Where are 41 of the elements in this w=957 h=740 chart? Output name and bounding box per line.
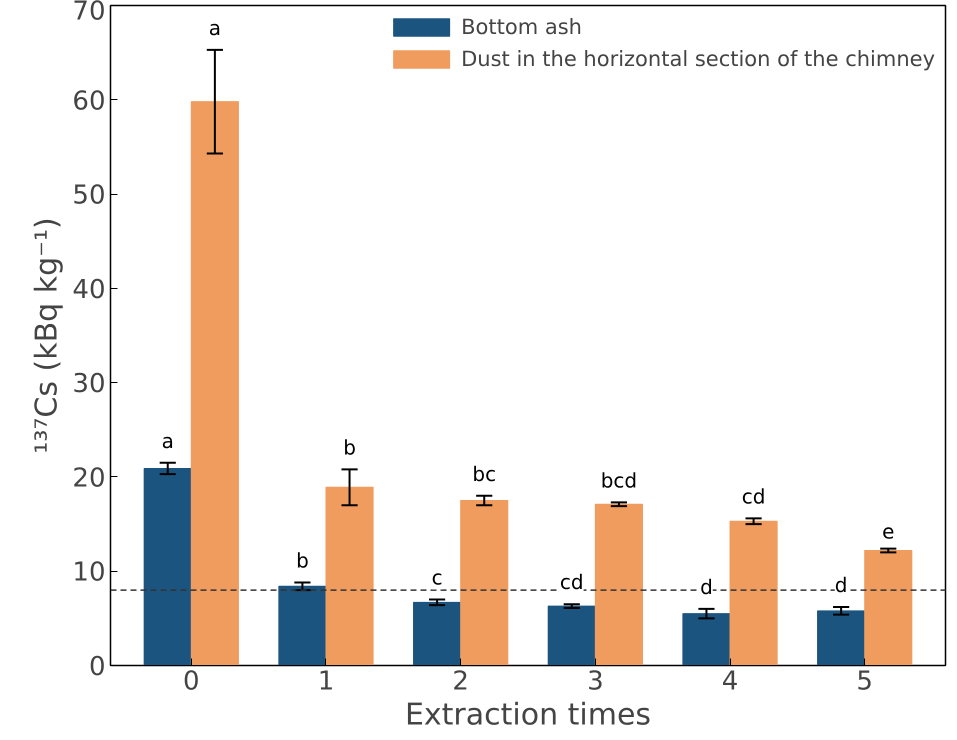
y-tick-label: 20 bbox=[72, 463, 106, 494]
x-tick-label: 3 bbox=[587, 666, 604, 696]
bar bbox=[594, 504, 643, 666]
y-tick-label: 70 bbox=[72, 0, 106, 26]
data-label: bcd bbox=[600, 468, 638, 492]
data-label: b bbox=[296, 548, 309, 573]
y-tick-label: 10 bbox=[72, 558, 106, 588]
data-label: d bbox=[834, 573, 848, 598]
data-label: c bbox=[432, 566, 443, 590]
data-label: e bbox=[882, 520, 894, 544]
x-axis-title: Extraction times bbox=[404, 698, 652, 732]
bar bbox=[817, 610, 866, 666]
x-tick-label: 1 bbox=[318, 666, 334, 696]
bar bbox=[413, 602, 462, 666]
data-label: cd bbox=[742, 484, 766, 508]
x-tick-label: 0 bbox=[183, 666, 200, 696]
legend-label: Bottom ash bbox=[461, 15, 582, 39]
y-tick-label: 50 bbox=[72, 180, 106, 211]
bar bbox=[325, 486, 374, 666]
bar bbox=[682, 613, 731, 666]
y-tick-label: 60 bbox=[72, 86, 106, 116]
bar bbox=[864, 550, 912, 666]
bar bbox=[548, 606, 596, 666]
y-axis-title: ¹³⁷Cs (kBq kg⁻¹) bbox=[29, 217, 64, 454]
bar bbox=[730, 520, 778, 666]
data-label: d bbox=[700, 574, 713, 599]
x-tick-label: 5 bbox=[856, 666, 873, 696]
bar bbox=[144, 468, 192, 666]
x-tick-label: 2 bbox=[452, 666, 469, 696]
legend-label: Dust in the horizontal section of the chimney bbox=[461, 47, 935, 71]
data-label: a bbox=[162, 428, 174, 453]
data-label: b bbox=[343, 435, 356, 460]
bar bbox=[190, 101, 239, 666]
y-tick-label: 40 bbox=[72, 274, 106, 305]
data-label: bc bbox=[472, 462, 496, 486]
y-tick-label: 30 bbox=[72, 369, 106, 400]
data-label: cd bbox=[560, 570, 584, 594]
x-tick-label: 4 bbox=[722, 666, 738, 696]
data-label: a bbox=[208, 16, 222, 40]
bar bbox=[278, 586, 326, 666]
bar bbox=[460, 500, 508, 666]
